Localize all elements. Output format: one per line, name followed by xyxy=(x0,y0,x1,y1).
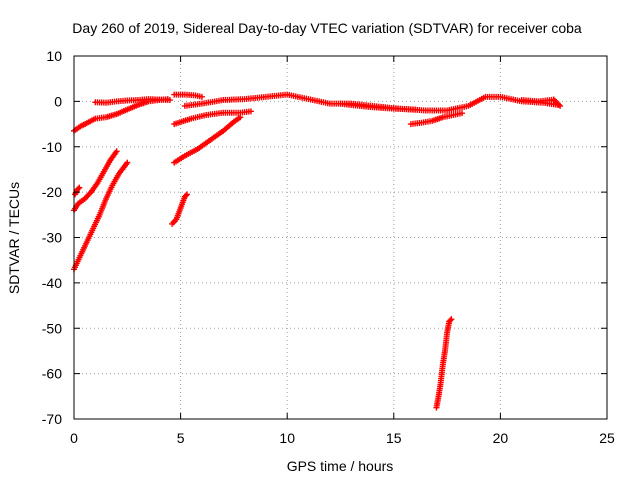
y-tick-label: -70 xyxy=(42,411,62,427)
data-point-marker xyxy=(182,192,189,199)
series-track-7 xyxy=(171,114,244,166)
chart-title: Day 260 of 2019, Sidereal Day-to-day VTE… xyxy=(72,20,582,36)
series-track-6 xyxy=(169,191,190,227)
x-tick-label: 15 xyxy=(386,430,402,446)
series-track-5 xyxy=(71,159,131,273)
series-track-12 xyxy=(407,110,466,128)
ticks-layer: 0 5 10 15 20 25 10 0 -10 -20 -30 -40 -50 -60 -70 xyxy=(42,48,615,446)
data-marks-layer xyxy=(71,91,564,411)
x-tick-label: 20 xyxy=(493,430,509,446)
x-tick-label: 5 xyxy=(177,430,185,446)
series-track-9 xyxy=(171,91,205,100)
y-tick-label: -30 xyxy=(42,230,62,246)
data-point-marker xyxy=(183,191,190,198)
y-tick-label: -20 xyxy=(42,184,62,200)
y-tick-label: -60 xyxy=(42,366,62,382)
x-tick-label: 25 xyxy=(599,430,615,446)
x-tick-label: 10 xyxy=(279,430,295,446)
data-point-marker xyxy=(412,106,419,113)
y-axis-label: SDTVAR / TECUs xyxy=(6,182,22,294)
data-point-marker xyxy=(113,148,120,155)
x-axis-label: GPS time / hours xyxy=(287,458,394,474)
series-track-14 xyxy=(518,96,564,109)
y-tick-label: -40 xyxy=(42,275,62,291)
y-tick-label: 10 xyxy=(46,48,62,64)
series-track-2 xyxy=(92,96,173,106)
data-point-marker xyxy=(247,108,254,115)
grid-layer xyxy=(74,56,607,419)
y-tick-label: -10 xyxy=(42,139,62,155)
data-point-marker xyxy=(76,184,83,191)
data-point-marker xyxy=(459,110,466,117)
series-track-4 xyxy=(72,184,83,198)
data-point-marker xyxy=(124,159,131,166)
series-track-3 xyxy=(71,148,120,214)
data-point-marker xyxy=(198,93,205,100)
data-point-marker xyxy=(555,101,562,108)
series-track-8 xyxy=(171,108,254,128)
data-point-marker xyxy=(447,317,454,324)
data-point-marker xyxy=(557,102,564,109)
data-point-marker xyxy=(448,316,455,323)
y-tick-label: 0 xyxy=(54,93,62,109)
data-point-marker xyxy=(75,185,82,192)
series-track-13 xyxy=(433,316,455,411)
series-track-11 xyxy=(337,100,419,113)
y-tick-label: -50 xyxy=(42,320,62,336)
plot-border xyxy=(73,55,608,420)
x-tick-label: 0 xyxy=(70,430,78,446)
data-point-marker xyxy=(166,97,173,104)
